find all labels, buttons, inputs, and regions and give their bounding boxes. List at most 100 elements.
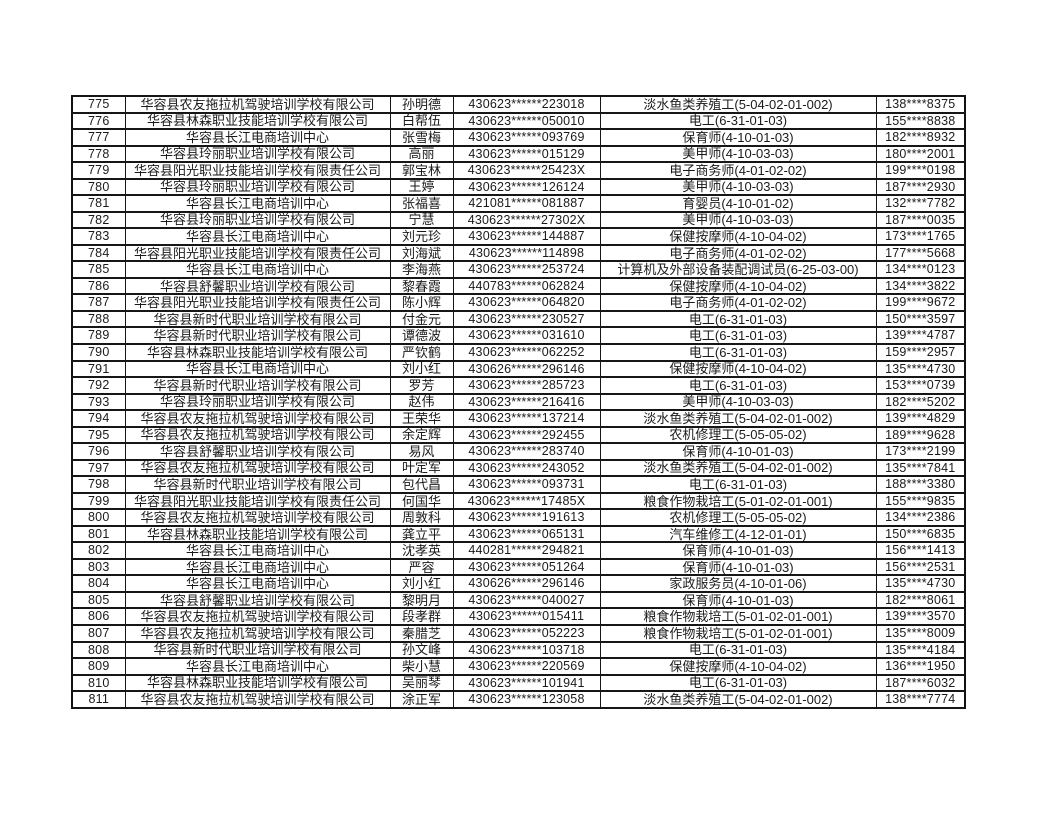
cell-row-index: 800 [71,508,126,527]
cell-id-number: 430623******17485X [452,491,601,511]
table-row: 784 华容县阳光职业技能培训学校有限责任公司 刘海斌 430623******114… [71,243,966,263]
cell-id-number: 430623******220569 [452,657,601,676]
cell-id-number: 430623******015411 [452,607,601,626]
cell-company-name: 华容县阳光职业技能培训学校有限责任公司 [124,293,391,312]
cell-occupation: 电工(6-31-01-03) [599,640,877,660]
cell-person-name: 宁慧 [389,210,454,230]
table-row: 799 华容县阳光职业技能培训学校有限责任公司 何国华 430623******174… [71,491,966,511]
cell-company-name: 华容县林森职业技能培训学校有限公司 [124,673,391,693]
cell-phone-number: 135****4184 [875,640,966,660]
table-row: 807 华容县农友拖拉机驾驶培训学校有限公司 秦腊芝 430623******0522… [71,624,966,643]
cell-row-index: 791 [71,359,126,379]
cell-occupation: 电子商务师(4-01-02-02) [599,243,877,263]
cell-row-index: 801 [71,524,126,544]
cell-id-number: 430626******296146 [452,359,601,379]
cell-row-index: 794 [71,409,126,428]
cell-phone-number: 187****0035 [875,210,966,230]
table-row: 796 华容县舒馨职业培训学校有限公司 易风 430623******283740 保育… [71,442,966,461]
cell-occupation: 保健按摩师(4-10-04-02) [599,276,877,296]
cell-id-number: 430623******052223 [452,624,601,643]
cell-phone-number: 134****3822 [875,276,966,296]
cell-occupation: 电工(6-31-01-03) [599,673,877,693]
cell-id-number: 430623******064820 [452,293,601,312]
table-row: 775 华容县农友拖拉机驾驶培训学校有限公司 孙明德 430623******2230… [71,95,966,114]
table-row: 776 华容县林森职业技能培训学校有限公司 白帮伍 430623******05001… [71,111,966,131]
table-row: 805 华容县舒馨职业培训学校有限公司 黎明月 430623******040027 保… [71,590,966,610]
cell-id-number: 430623******285723 [452,376,601,395]
cell-row-index: 785 [71,260,126,279]
cell-phone-number: 159****2957 [875,342,966,362]
cell-person-name: 周敦科 [389,508,454,527]
table-row: 777 华容县长江电商培训中心 张雪梅 430623******093769 保育师(4… [71,128,966,147]
cell-company-name: 华容县长江电商培训中心 [124,359,391,379]
cell-id-number: 430623******230527 [452,309,601,329]
cell-phone-number: 189****9628 [875,425,966,445]
cell-phone-number: 173****2199 [875,442,966,461]
cell-id-number: 430623******126124 [452,177,601,197]
cell-id-number: 430623******137214 [452,409,601,428]
cell-id-number: 430623******114898 [452,243,601,263]
table-row: 782 华容县玲丽职业培训学校有限公司 宁慧 430623******27302X 美甲… [71,210,966,230]
cell-id-number: 430623******191613 [452,508,601,527]
cell-person-name: 孙明德 [389,95,454,114]
cell-row-index: 805 [71,590,126,610]
cell-person-name: 陈小辉 [389,293,454,312]
table-row: 785 华容县长江电商培训中心 李海燕 430623******253724 计算机及外… [71,260,966,279]
cell-phone-number: 155****9835 [875,491,966,511]
cell-occupation: 保育师(4-10-01-03) [599,590,877,610]
cell-person-name: 赵伟 [389,392,454,412]
table-row: 806 华容县农友拖拉机驾驶培训学校有限公司 段孝群 430623******0154… [71,607,966,626]
cell-row-index: 778 [71,144,126,164]
cell-row-index: 790 [71,342,126,362]
cell-occupation: 保健按摩师(4-10-04-02) [599,227,877,246]
cell-occupation: 粮食作物栽培工(5-01-02-01-001) [599,607,877,626]
cell-person-name: 谭德波 [389,326,454,345]
cell-occupation: 电工(6-31-01-03) [599,111,877,131]
cell-company-name: 华容县舒馨职业培训学校有限公司 [124,590,391,610]
cell-person-name: 段孝群 [389,607,454,626]
cell-company-name: 华容县新时代职业培训学校有限公司 [124,326,391,345]
cell-company-name: 华容县新时代职业培训学校有限公司 [124,376,391,395]
cell-row-index: 780 [71,177,126,197]
cell-company-name: 华容县农友拖拉机驾驶培训学校有限公司 [124,690,391,709]
cell-company-name: 华容县农友拖拉机驾驶培训学校有限公司 [124,508,391,527]
cell-phone-number: 138****7774 [875,690,966,709]
table-row: 798 华容县新时代职业培训学校有限公司 包代昌 430623******093731… [71,475,966,494]
cell-id-number: 430623******051264 [452,557,601,577]
table-row: 809 华容县长江电商培训中心 柴小慧 430623******220569 保健按摩师… [71,657,966,676]
cell-occupation: 保健按摩师(4-10-04-02) [599,359,877,379]
cell-occupation: 淡水鱼类养殖工(5-04-02-01-002) [599,458,877,478]
cell-id-number: 430623******065131 [452,524,601,544]
cell-id-number: 430623******216416 [452,392,601,412]
cell-row-index: 777 [71,128,126,147]
cell-row-index: 795 [71,425,126,445]
cell-phone-number: 132****7782 [875,194,966,213]
cell-phone-number: 153****0739 [875,376,966,395]
table-row: 786 华容县舒馨职业培训学校有限公司 黎春霞 440783******062824 保… [71,276,966,296]
cell-phone-number: 134****2386 [875,508,966,527]
cell-occupation: 农机修理工(5-05-05-02) [599,508,877,527]
cell-person-name: 刘小红 [389,574,454,593]
cell-phone-number: 155****8838 [875,111,966,131]
cell-row-index: 793 [71,392,126,412]
table-row: 802 华容县长江电商培训中心 沈孝英 440281******294821 保育师(4… [71,541,966,560]
cell-id-number: 430623******062252 [452,342,601,362]
cell-phone-number: 135****4730 [875,359,966,379]
cell-row-index: 788 [71,309,126,329]
cell-row-index: 797 [71,458,126,478]
cell-phone-number: 135****7841 [875,458,966,478]
cell-person-name: 黎明月 [389,590,454,610]
cell-phone-number: 139****4829 [875,409,966,428]
cell-occupation: 美甲师(4-10-03-03) [599,177,877,197]
cell-company-name: 华容县阳光职业技能培训学校有限责任公司 [124,491,391,511]
cell-id-number: 430623******101941 [452,673,601,693]
cell-company-name: 华容县玲丽职业培训学校有限公司 [124,177,391,197]
cell-row-index: 810 [71,673,126,693]
cell-row-index: 807 [71,624,126,643]
cell-phone-number: 139****3570 [875,607,966,626]
cell-person-name: 涂正军 [389,690,454,709]
cell-row-index: 786 [71,276,126,296]
cell-company-name: 华容县舒馨职业培训学校有限公司 [124,442,391,461]
cell-row-index: 783 [71,227,126,246]
cell-company-name: 华容县长江电商培训中心 [124,128,391,147]
